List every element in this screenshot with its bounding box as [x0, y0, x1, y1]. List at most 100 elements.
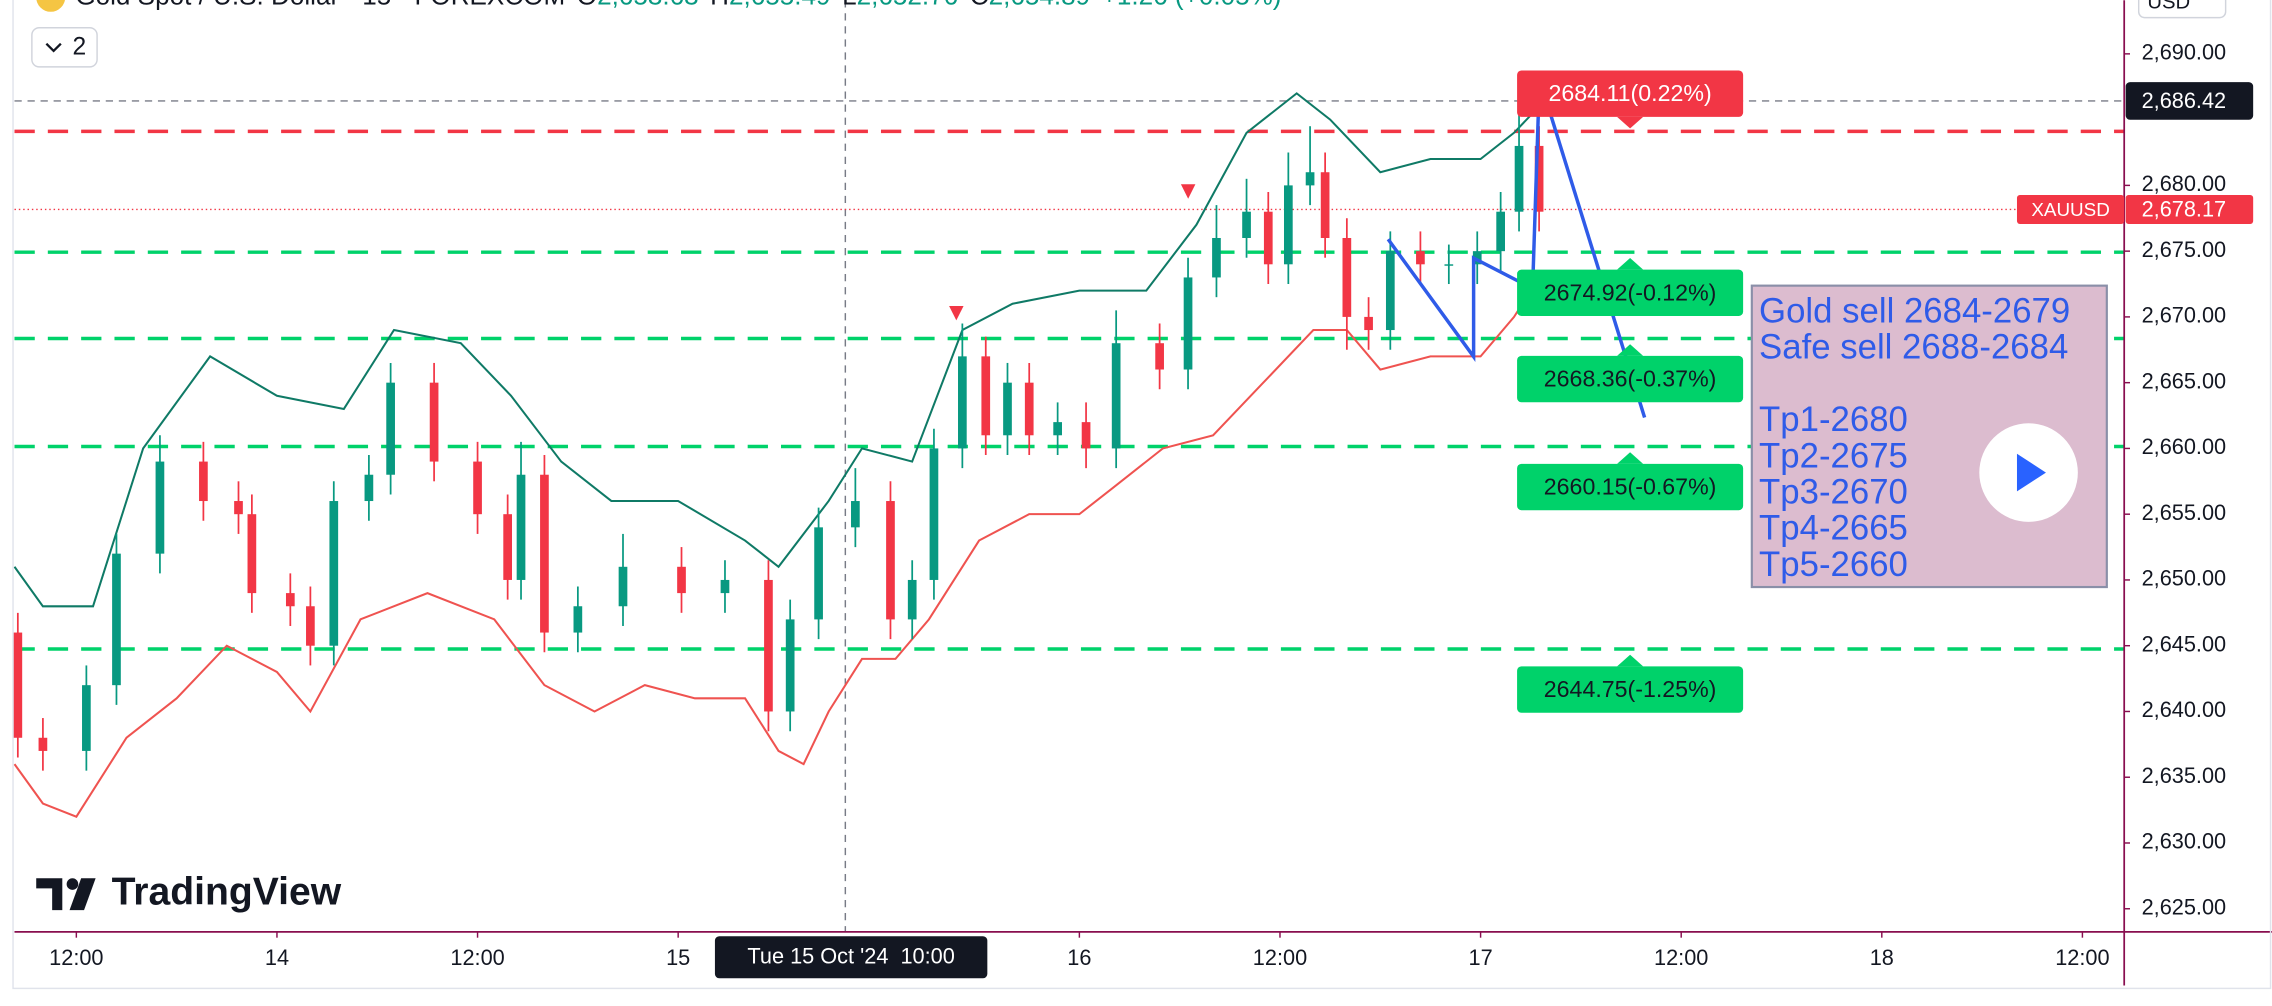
currency-box[interactable]	[2137, 0, 2227, 19]
candle-body	[929, 448, 939, 580]
band-line	[13, 276, 1540, 818]
frame	[12, 0, 2272, 990]
candle-body	[540, 474, 549, 633]
note-line: Tp3-2670	[1759, 473, 1908, 511]
header-part: 2,655.49	[729, 0, 831, 10]
y-tick-label: 2,655.00	[2142, 500, 2227, 525]
candle-body	[473, 461, 482, 515]
currency: USD	[2147, 0, 2190, 13]
logo-mark	[36, 878, 63, 911]
candle-body	[1003, 382, 1012, 436]
y-tick-label: 2,635.00	[2142, 763, 2227, 788]
plot-area	[13, 0, 2125, 932]
note-line: Tp1-2680	[1759, 401, 1908, 439]
candle-body	[573, 606, 583, 633]
candle-body	[618, 566, 628, 607]
level-label: 2644.75(-1.25%)	[1544, 676, 1717, 702]
y-tick-label: 2,630.00	[2142, 829, 2227, 854]
candle-body	[1444, 264, 1454, 266]
y-tick-label: 2,650.00	[2142, 566, 2227, 591]
header-part: 2,653.63	[597, 0, 699, 10]
header-part: 2,654.89	[989, 0, 1091, 10]
y-tick-label: 2,625.00	[2142, 894, 2227, 919]
y-tick-label: 2,645.00	[2142, 631, 2227, 656]
y-tick-label: 2,690.00	[2142, 40, 2227, 65]
candle-body	[720, 579, 730, 594]
level-label-box	[1517, 70, 1744, 117]
candle-body	[1081, 422, 1091, 449]
candle-body	[1183, 277, 1193, 370]
x-tick-label: 12:00	[1253, 945, 1307, 970]
level-label-pointer	[1617, 344, 1644, 356]
level-label-box	[1517, 666, 1744, 713]
candle-body	[886, 501, 895, 620]
level-label-box	[1517, 463, 1744, 511]
candle-body	[1364, 316, 1373, 331]
candle-body	[677, 566, 686, 594]
header-part: C	[970, 0, 989, 10]
y-tick-label: 2,680.00	[2142, 171, 2227, 196]
level-label: 2668.36(-0.37%)	[1544, 366, 1717, 392]
candle-body	[764, 579, 773, 712]
signal-marker	[949, 305, 964, 321]
logo-text: TradingView	[112, 871, 342, 914]
candle-body	[82, 685, 91, 751]
note-line: Tp4-2665	[1759, 510, 1908, 548]
candle-body	[1111, 343, 1121, 449]
candle-body	[285, 593, 295, 607]
symbol-icon	[36, 0, 65, 12]
header-part: +1.26 (+0.05%)	[1102, 0, 1282, 10]
candle-body	[13, 632, 23, 738]
crosshair-time-box	[714, 936, 988, 979]
note-line: Tp2-2675	[1759, 437, 1908, 475]
logo-mark	[66, 878, 79, 890]
symbol-box	[2016, 194, 2125, 224]
axes	[12, 0, 2272, 990]
candle-body	[247, 514, 257, 594]
indicator-toggle[interactable]	[31, 27, 98, 68]
candle-body	[1534, 145, 1544, 212]
level-label-box	[1517, 355, 1744, 403]
candle-body	[364, 474, 374, 502]
candle-body	[981, 356, 991, 436]
logo: TradingView	[36, 871, 342, 914]
candle-body	[38, 737, 48, 751]
note-line: Tp5-2660	[1759, 546, 1908, 584]
header-part: L	[842, 0, 857, 10]
last-price-box	[2125, 194, 2254, 224]
candle-body	[1212, 237, 1221, 278]
candle-body	[503, 514, 512, 580]
candle-body	[155, 461, 165, 554]
crosshair-price: 2,686.42	[2142, 88, 2227, 113]
level-label-pointer	[1617, 452, 1644, 464]
candle-body	[851, 501, 860, 528]
candle-body	[199, 461, 208, 502]
header-part: Gold Spot / U.S. Dollar · 15 · FOREXCOM	[75, 0, 565, 10]
candle-body	[1320, 172, 1330, 238]
x-tick-label: 16	[1067, 945, 1091, 970]
x-tick-label: 15	[666, 945, 690, 970]
symbol-label: XAUUSD	[2031, 199, 2109, 220]
zigzag-line	[1386, 238, 1526, 362]
crosshair-price-box	[2125, 82, 2254, 120]
last-price-label: 2,678.17	[2142, 197, 2227, 222]
level-label-pointer	[1617, 257, 1644, 270]
candle-body	[1263, 211, 1273, 265]
candle-body	[386, 382, 395, 475]
chevron	[45, 42, 62, 53]
candle-body	[112, 553, 121, 686]
level-label: 2660.15(-0.67%)	[1544, 474, 1717, 500]
header-part: H	[710, 0, 729, 10]
candle-body	[814, 527, 823, 620]
header-part: O	[577, 0, 597, 10]
play-icon	[2016, 453, 2046, 492]
x-tick-label: 12:00	[2055, 945, 2109, 970]
candle-body	[1342, 237, 1352, 317]
candle-body	[1155, 343, 1164, 370]
candle-body	[958, 356, 967, 449]
x-tick-label: 12:00	[49, 945, 103, 970]
x-tick-label: 17	[1469, 945, 1493, 970]
note-line: Safe sell 2688-2684	[1759, 329, 2068, 367]
